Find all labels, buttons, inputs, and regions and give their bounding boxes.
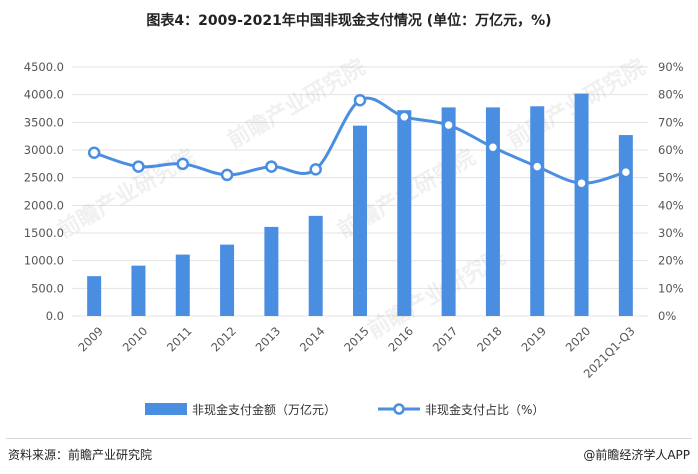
bar xyxy=(618,135,633,316)
right-tick-label: 60% xyxy=(658,143,684,157)
legend-bar-label: 非现金支付金额（万亿元） xyxy=(192,402,336,417)
line-point xyxy=(87,146,101,160)
left-tick-label: 2500.0 xyxy=(24,171,64,185)
watermark-text: 前瞻产业研究院 xyxy=(223,54,369,154)
category-label: 2019 xyxy=(518,324,549,355)
line-point xyxy=(486,140,500,154)
credit-note: @前瞻经济学人APP xyxy=(583,448,690,462)
right-tick-label: 10% xyxy=(658,281,684,295)
left-tick-label: 500.0 xyxy=(31,281,64,295)
left-tick-label: 3500.0 xyxy=(24,115,64,129)
category-label: 2020 xyxy=(563,324,594,355)
bar xyxy=(264,226,279,316)
category-label: 2013 xyxy=(253,324,284,355)
left-tick-label: 1500.0 xyxy=(24,226,64,240)
bar-series xyxy=(87,93,633,316)
left-tick-label: 3000.0 xyxy=(24,143,64,157)
left-tick-label: 2000.0 xyxy=(24,198,64,212)
bar xyxy=(397,110,412,316)
line-point xyxy=(619,165,633,179)
bar xyxy=(574,93,589,316)
bar xyxy=(308,215,323,316)
bar xyxy=(131,265,146,316)
legend-bar-swatch xyxy=(145,403,187,415)
left-tick-label: 0.0 xyxy=(46,309,64,323)
bar xyxy=(530,106,545,316)
left-axis-ticks: 0.0 500.0 1000.0 1500.0 2000.0 2500.0 3000.0 35… xyxy=(24,60,64,323)
chart-title: 图表4：2009-2021年中国非现金支付情况 (单位：万亿元，%) xyxy=(146,13,552,29)
category-axis-labels: 2009 2010 2011 2012 2013 2014 2015 2016 2017 2018… xyxy=(75,324,637,381)
right-tick-label: 0% xyxy=(658,309,676,323)
legend: 非现金支付金额（万亿元） 非现金支付占比（%） xyxy=(145,402,544,417)
line-point xyxy=(530,160,544,173)
category-label: 2014 xyxy=(297,324,328,355)
right-tick-label: 30% xyxy=(658,226,684,240)
right-tick-label: 40% xyxy=(658,198,684,212)
line-point xyxy=(353,93,367,107)
bar xyxy=(353,125,367,316)
bar xyxy=(175,254,190,316)
line-point xyxy=(442,118,455,132)
category-label: 2012 xyxy=(208,324,239,355)
line-point xyxy=(575,176,588,190)
bar xyxy=(220,244,235,316)
legend-line-marker xyxy=(393,403,405,415)
bar xyxy=(441,107,456,316)
line-point xyxy=(309,163,322,176)
source-note: 资料来源：前瞻产业研究院 xyxy=(8,448,153,462)
right-tick-label: 20% xyxy=(658,254,684,268)
line-point xyxy=(132,160,145,173)
bar xyxy=(87,276,102,316)
line-point xyxy=(176,157,190,171)
footer: 资料来源：前瞻产业研究院 @前瞻经济学人APP xyxy=(0,438,698,474)
right-tick-label: 90% xyxy=(658,60,684,74)
left-tick-label: 1000.0 xyxy=(24,254,64,268)
right-tick-label: 70% xyxy=(658,115,684,129)
right-tick-label: 80% xyxy=(658,88,684,102)
right-axis-ticks: 0% 10% 20% 30% 40% 50% 60% 70% 80% 90% xyxy=(658,60,684,323)
bar xyxy=(485,107,500,316)
category-label: 2017 xyxy=(430,324,461,355)
combo-chart: 前瞻产业研究院前瞻产业研究院前瞻产业研究院前瞻产业研究院前瞻产业研究院 0.05… xyxy=(24,54,684,417)
line-point xyxy=(398,110,411,124)
left-tick-label: 4000.0 xyxy=(24,88,64,102)
line-points xyxy=(87,93,633,190)
category-label: 2018 xyxy=(474,324,505,355)
category-label: 2010 xyxy=(120,324,151,355)
left-tick-label: 4500.0 xyxy=(24,60,64,74)
line-point xyxy=(220,168,234,182)
legend-line-label: 非现金支付占比（%） xyxy=(425,402,544,417)
line-point xyxy=(265,160,278,173)
category-label: 2011 xyxy=(164,324,195,355)
right-tick-label: 50% xyxy=(658,171,684,185)
watermark-text: 前瞻产业研究院 xyxy=(53,144,199,244)
footer-divider xyxy=(6,438,692,439)
category-label: 2009 xyxy=(75,324,106,355)
